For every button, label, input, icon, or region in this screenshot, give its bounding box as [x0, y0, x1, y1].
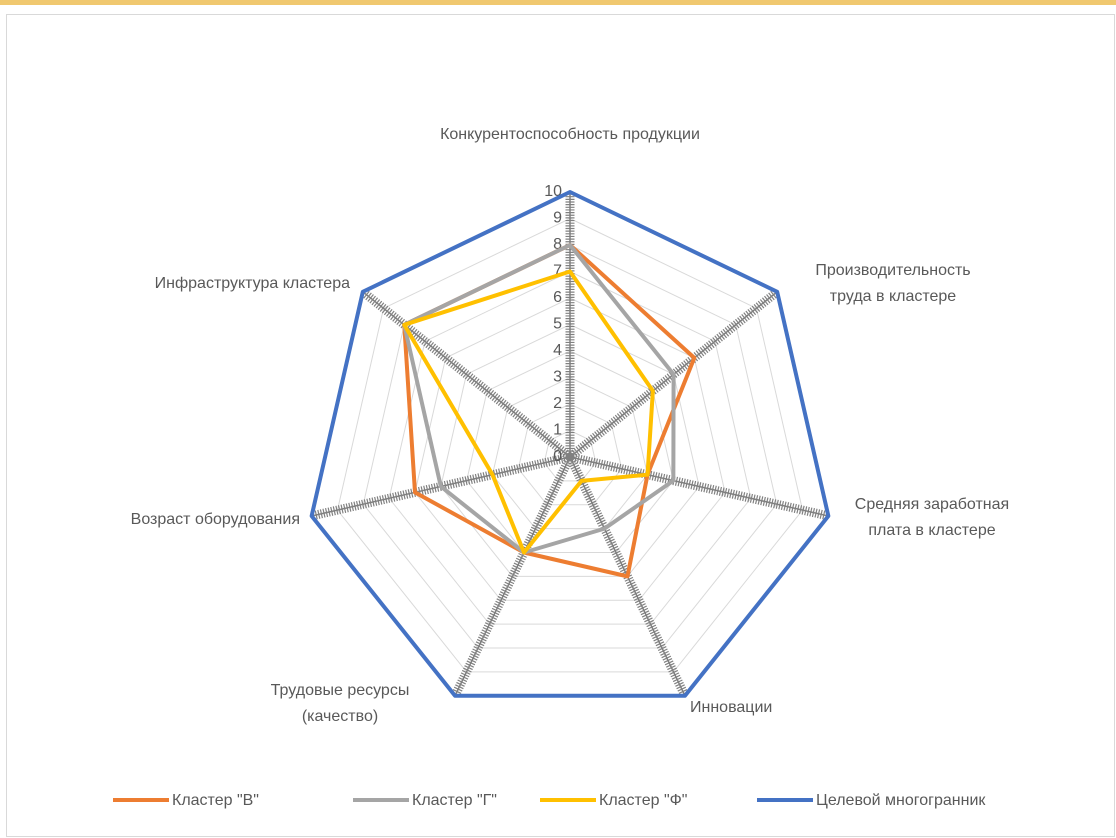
- grid-line: [517, 403, 623, 506]
- series-line: [402, 243, 697, 579]
- axis-ticks: [450, 455, 575, 698]
- series-line: [309, 190, 831, 698]
- legend-label: Кластер "Ф": [599, 792, 687, 809]
- y-tick-label: 9: [553, 210, 562, 227]
- grid-line: [440, 323, 700, 577]
- top-strip: [0, 0, 1116, 5]
- y-tick-label: 6: [553, 289, 562, 306]
- legend-label: Целевой многогранник: [816, 792, 986, 809]
- y-tick-label: 1: [553, 422, 562, 439]
- axis-ticks: [360, 288, 573, 461]
- legend-label: Кластер "Г": [412, 792, 497, 809]
- category-label: Возраст оборудования: [130, 511, 300, 528]
- y-tick-label: 2: [553, 395, 562, 412]
- category-label: Средняя заработная плата в кластере: [854, 496, 1010, 539]
- grid-line: [336, 217, 804, 673]
- category-label: Инновации: [690, 699, 773, 716]
- category-label: Трудовые ресурсы (качество): [270, 682, 410, 725]
- category-label: Производительность труда в кластере: [815, 262, 971, 305]
- chart-border: [6, 14, 1115, 837]
- y-tick-label: 5: [553, 316, 562, 333]
- series-line: [402, 269, 655, 555]
- legend-label: Кластер "В": [172, 792, 259, 809]
- category-label: Конкурентоспособность продукции: [440, 126, 700, 143]
- y-tick-label: 7: [553, 263, 562, 280]
- series-line: [402, 243, 676, 555]
- grid-line: [388, 270, 752, 625]
- grid-line: [414, 297, 726, 601]
- y-tick-label: 4: [553, 342, 562, 359]
- y-tick-label: 8: [553, 236, 562, 253]
- grid-line: [491, 376, 649, 530]
- grid-line: [362, 244, 778, 649]
- grid-line: [466, 350, 674, 554]
- y-tick-label: 0: [553, 448, 562, 465]
- y-tick-label: 3: [553, 369, 562, 386]
- axis-ticks: [568, 452, 830, 521]
- category-label: Инфраструктура кластера: [154, 275, 350, 292]
